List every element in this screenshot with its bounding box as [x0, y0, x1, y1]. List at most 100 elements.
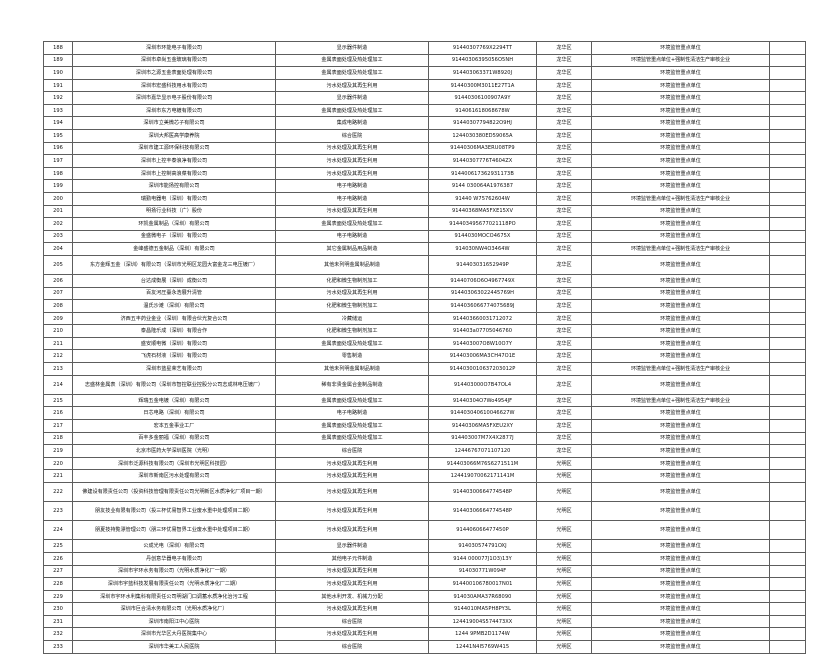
cell-industry-type: 金属表面处理及热处理加工: [275, 53, 429, 68]
cell-index: 222: [43, 481, 73, 503]
cell-district: 龙华区: [536, 103, 592, 118]
cell-category: 环境监管重点单位+强制性清洁生产审核企业: [591, 53, 770, 68]
cell-credit-code: 91440307776T4604ZX: [428, 154, 537, 168]
cell-category: 环境监管重点单位: [591, 103, 770, 118]
cell-company-name: 公成光电（深圳）有限公司: [72, 539, 276, 553]
cell-index: 195: [43, 129, 73, 143]
cell-category: 环境监管重点单位: [591, 41, 770, 55]
cell-district: 龙华区: [536, 179, 592, 193]
table-row: 230 深圳市巨合清水务有限公司（光明水质净化厂） 污水处理及其再生利用 914401…: [43, 602, 806, 616]
table-row: 201 明扬行业科技（广）股份 污水处理及其再生利用 91440368MA5FXE15…: [43, 204, 806, 219]
cell-index: 206: [43, 274, 73, 288]
cell-company-name: 温氏沙滩（深圳）有限公司: [72, 299, 276, 313]
cell-category: 环境监管重点单位: [591, 406, 770, 420]
cell-blank: [769, 444, 806, 458]
cell-category: 环境监管重点单位: [591, 324, 770, 338]
table-row: 207 百友河圧臺永浩展升清管 污水处理及其再生利用 9144030630224457…: [43, 286, 806, 301]
cell-blank: [769, 254, 806, 276]
cell-company-name: 北京市医药大学深圳医院（光明）: [72, 444, 276, 458]
cell-district: 龙华区: [536, 393, 592, 408]
table-row: 197 深圳市上控丰泰浪净有限公司 污水处理及其再生利用 91440307776T46…: [43, 154, 806, 168]
cell-index: 223: [43, 501, 73, 522]
cell-district: 光明区: [536, 577, 592, 591]
table-row: 190 深圳市之源五金表面处理有限公司 金属表面处理及热处理加工 9144030633…: [43, 66, 806, 80]
cell-blank: [769, 179, 806, 193]
cell-index: 220: [43, 456, 73, 471]
cell-credit-code: 914403007O8W10O7Y: [428, 336, 537, 351]
table-row: 202 环凯金属制品（深圳）有限公司 金属表面处理及热处理加工 91440349567…: [43, 217, 806, 231]
cell-category: 环境监管重点单位: [591, 154, 770, 168]
cell-index: 218: [43, 431, 73, 446]
cell-blank: [769, 627, 806, 642]
cell-industry-type: 污水处理及其再生利用: [275, 286, 429, 301]
cell-credit-code: 914406066477450P: [428, 520, 537, 541]
cell-district: 龙华区: [536, 66, 592, 80]
environmental-registry-table: 188 深圳市环能电子有限公司 显示器件制造 91440307769X2294TT 龙华…: [43, 41, 806, 654]
cell-district: 光明区: [536, 589, 592, 604]
cell-industry-type: 电子电路制造: [275, 191, 429, 206]
table-row: 191 深圳市宏盛科技用水有限公司 污水处理及其再生利用 91440300M3011E…: [43, 78, 806, 93]
table-row: 210 泰昌隆乐成（深圳）有限合作 化肥和微生物制剂加工 914403a0770504…: [43, 324, 806, 338]
cell-company-name: 环凯金属制品（深圳）有限公司: [72, 217, 276, 231]
cell-district: 龙华区: [536, 362, 592, 376]
cell-credit-code: 91440306100907A9Y: [428, 91, 537, 105]
cell-company-name: 深圳市上控制高浪菜有限公司: [72, 166, 276, 181]
cell-blank: [769, 191, 806, 206]
table-row: 196 深圳市建工源环保科技有限公司 污水处理及其再生利用 91440306MA3ER…: [43, 141, 806, 156]
cell-blank: [769, 602, 806, 616]
cell-blank: [769, 103, 806, 118]
cell-index: 191: [43, 78, 73, 93]
cell-industry-type: 污水处理及其再生利用: [275, 564, 429, 579]
cell-district: 龙华区: [536, 444, 592, 458]
cell-district: 龙华区: [536, 406, 592, 420]
cell-district: 龙华区: [536, 254, 592, 276]
cell-blank: [769, 419, 806, 433]
cell-index: 224: [43, 520, 73, 541]
cell-district: 龙华区: [536, 78, 592, 93]
cell-district: 龙华区: [536, 191, 592, 206]
cell-credit-code: 9144 030064A1976387: [428, 179, 537, 193]
cell-district: 光明区: [536, 456, 592, 471]
cell-district: 光明区: [536, 501, 592, 522]
cell-credit-code: 1244030380ED59065A: [428, 129, 537, 143]
cell-district: 龙华区: [536, 419, 592, 433]
table-row: 206 台达成衡展（深圳）成衡公司 化肥和微生物制剂加工 91440706O6O496…: [43, 274, 806, 288]
cell-company-name: 金盛微电子（深圳）有限公司: [72, 229, 276, 244]
cell-index: 188: [43, 41, 73, 55]
cell-credit-code: 9144 000077J1O3)13Y: [428, 552, 537, 566]
cell-credit-code: 12446767071107120: [428, 444, 537, 458]
cell-credit-code: 91440307769X2294TT: [428, 41, 537, 55]
cell-index: 198: [43, 166, 73, 181]
cell-company-name: 深圳市泛源科技有限公司（深圳市光明区科技园）: [72, 456, 276, 471]
cell-blank: [769, 78, 806, 93]
cell-category: 环境监管重点单位: [591, 91, 770, 105]
cell-blank: [769, 349, 806, 364]
cell-category: 环境监管重点单位: [591, 456, 770, 471]
table-row: 225 公成光电（深圳）有限公司 显示器件制造 914030574791OXJ 光明区环…: [43, 539, 806, 553]
cell-credit-code: 914030AMA37R68090: [428, 589, 537, 604]
table-row: 198 深圳市上控制高浪菜有限公司 污水处理及其再生利用 91440061736293…: [43, 166, 806, 181]
cell-category: 环境监管重点单位: [591, 501, 770, 522]
table-row: 229 深圳市宇环水利集科有限责任公司明湖门口调蓄水质净化治污工程 其他水利开发、机…: [43, 589, 806, 604]
cell-industry-type: 金属表面处理及热处理加工: [275, 431, 429, 446]
cell-credit-code: 9144036066774075689J: [428, 299, 537, 313]
cell-industry-type: 综合医院: [275, 129, 429, 143]
cell-blank: [769, 431, 806, 446]
cell-industry-type: 化肥和微生物制剂加工: [275, 274, 429, 288]
cell-company-name: 东方金辉五金（深圳）有限公司（深圳市光明区龙园大富金龙三电压镀厂）: [72, 254, 276, 276]
table-body: 188 深圳市环能电子有限公司 显示器件制造 91440307769X2294TT 龙华…: [43, 41, 806, 654]
cell-index: 226: [43, 552, 73, 566]
cell-credit-code: 914030771W094F: [428, 564, 537, 579]
cell-district: 龙华区: [536, 217, 592, 231]
cell-district: 龙华区: [536, 229, 592, 244]
cell-company-name: 盛安顺电微（深圳）有限公司: [72, 336, 276, 351]
cell-industry-type: 金属表面处理及热处理加工: [275, 393, 429, 408]
cell-category: 环境监管重点单位: [591, 614, 770, 629]
cell-district: 光明区: [536, 520, 592, 541]
cell-credit-code: 91440306664774548P: [428, 501, 537, 522]
cell-company-name: 百友河圧臺永浩展升清管: [72, 286, 276, 301]
cell-company-name: 深圳市嘉华显示电子股份有限公司: [72, 91, 276, 105]
cell-industry-type: 综合医院: [275, 614, 429, 629]
cell-credit-code: 91440300M3011E27T1A: [428, 78, 537, 93]
cell-blank: [769, 166, 806, 181]
